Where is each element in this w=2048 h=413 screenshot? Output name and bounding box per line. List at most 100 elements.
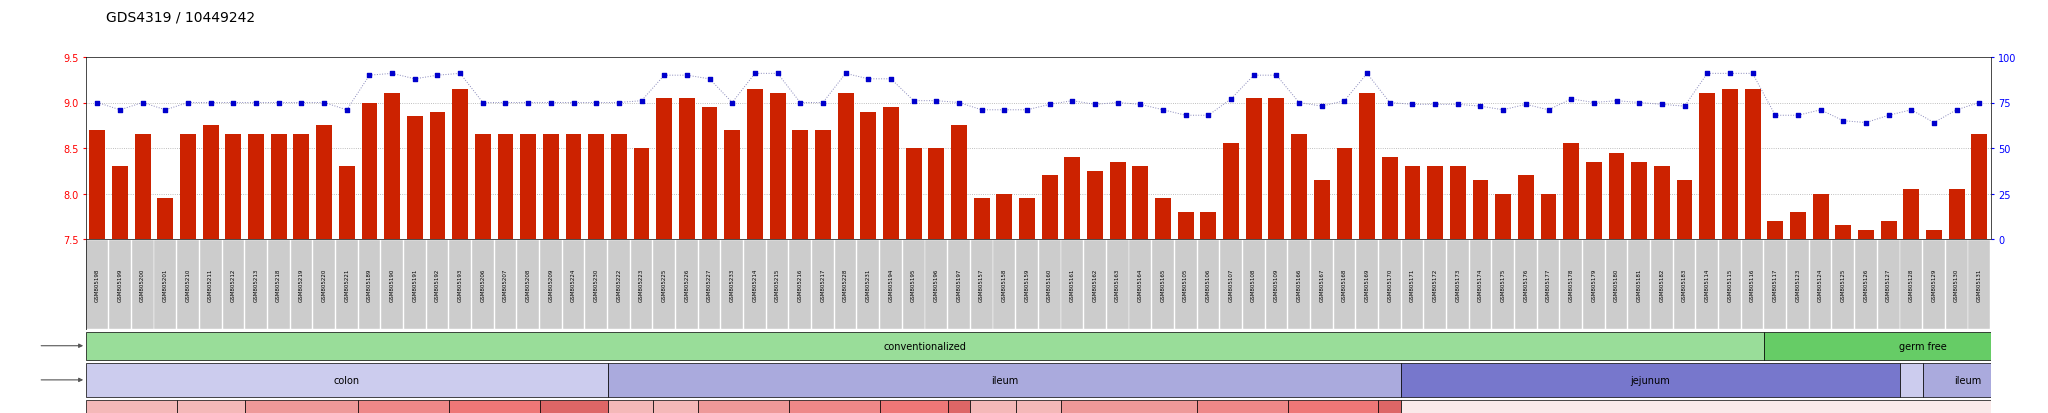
Text: GSM805220: GSM805220 [322,268,326,301]
Point [1237,73,1270,79]
Text: GSM805231: GSM805231 [866,268,870,301]
Point [307,100,340,107]
Point [1872,113,1905,119]
Point [1374,100,1407,107]
Text: GSM805129: GSM805129 [1931,268,1937,301]
Bar [1583,240,1606,330]
Point [1057,98,1090,105]
Text: GSM805216: GSM805216 [799,268,803,301]
Text: day 1: day 1 [119,412,145,413]
Bar [948,401,971,413]
Bar [1765,240,1786,330]
Bar [248,135,264,240]
Bar [1972,135,1987,240]
Bar [135,135,152,240]
Text: GSM805105: GSM805105 [1184,268,1188,301]
Point [1962,100,1995,107]
Point [1124,102,1157,108]
Point [1010,107,1042,114]
Text: GSM805170: GSM805170 [1386,268,1393,301]
Bar [1655,167,1669,240]
Bar [498,135,514,240]
Point [829,71,862,78]
Bar [225,135,242,240]
Text: GSM805178: GSM805178 [1569,268,1573,301]
Text: GSM805224: GSM805224 [571,268,575,301]
Text: GSM805172: GSM805172 [1434,268,1438,301]
Bar [653,240,676,330]
Text: day 4: day 4 [729,412,758,413]
Point [1804,107,1837,114]
Point [1192,113,1225,119]
Text: GSM805166: GSM805166 [1296,268,1303,301]
Point [807,100,840,107]
Bar [109,240,131,330]
Text: day 16: day 16 [897,412,930,413]
Bar [408,117,422,240]
Text: GSM805226: GSM805226 [684,268,690,301]
Point [285,100,317,107]
Point [104,107,137,114]
Point [965,107,997,114]
Bar [926,240,946,330]
Point [897,98,930,105]
Bar [1110,162,1126,240]
Bar [680,99,694,240]
Point [692,76,725,83]
Bar [1401,363,1901,396]
Bar [1901,240,1923,330]
Bar [1516,240,1536,330]
Text: day 30: day 30 [557,412,590,413]
Bar [86,240,109,330]
Point [1214,96,1247,103]
Bar [131,240,154,330]
Bar [971,401,1016,413]
Bar [358,240,381,330]
Bar [1423,240,1446,330]
Bar [1835,226,1851,240]
Point [1622,100,1655,107]
Point [1759,113,1792,119]
Text: GSM805106: GSM805106 [1206,268,1210,301]
Text: GSM805228: GSM805228 [844,268,848,301]
Bar [403,240,426,330]
Bar [1968,240,1991,330]
Bar [1083,240,1106,330]
Bar [1221,240,1241,330]
Bar [1178,212,1194,240]
Bar [1448,240,1468,330]
Point [602,100,635,107]
Text: GSM805213: GSM805213 [254,268,258,301]
Bar [1493,240,1513,330]
Bar [201,240,221,330]
Point [1782,113,1815,119]
Bar [362,103,377,240]
Text: GSM805195: GSM805195 [911,268,915,301]
Text: GSM805161: GSM805161 [1069,268,1075,301]
Point [874,76,907,83]
Bar [743,240,766,330]
Bar [813,240,834,330]
Point [1352,71,1384,78]
Text: GSM805163: GSM805163 [1116,268,1120,301]
Bar [1628,240,1651,330]
Bar [1268,99,1284,240]
Bar [90,131,104,240]
Point [1397,102,1430,108]
Point [172,100,205,107]
Bar [971,240,993,330]
Bar [1810,240,1831,330]
Point [262,100,295,107]
Text: GSM805233: GSM805233 [729,268,735,301]
Bar [1196,401,1288,413]
Bar [770,94,786,240]
Bar [1858,230,1874,240]
Text: GSM805109: GSM805109 [1274,268,1278,301]
Bar [1223,144,1239,240]
Text: GSM805167: GSM805167 [1319,268,1325,301]
Point [1509,102,1542,108]
Text: GSM805131: GSM805131 [1976,268,1982,301]
Text: GSM805227: GSM805227 [707,268,713,301]
Text: GSM805212: GSM805212 [231,268,236,301]
Text: day 4: day 4 [289,412,315,413]
